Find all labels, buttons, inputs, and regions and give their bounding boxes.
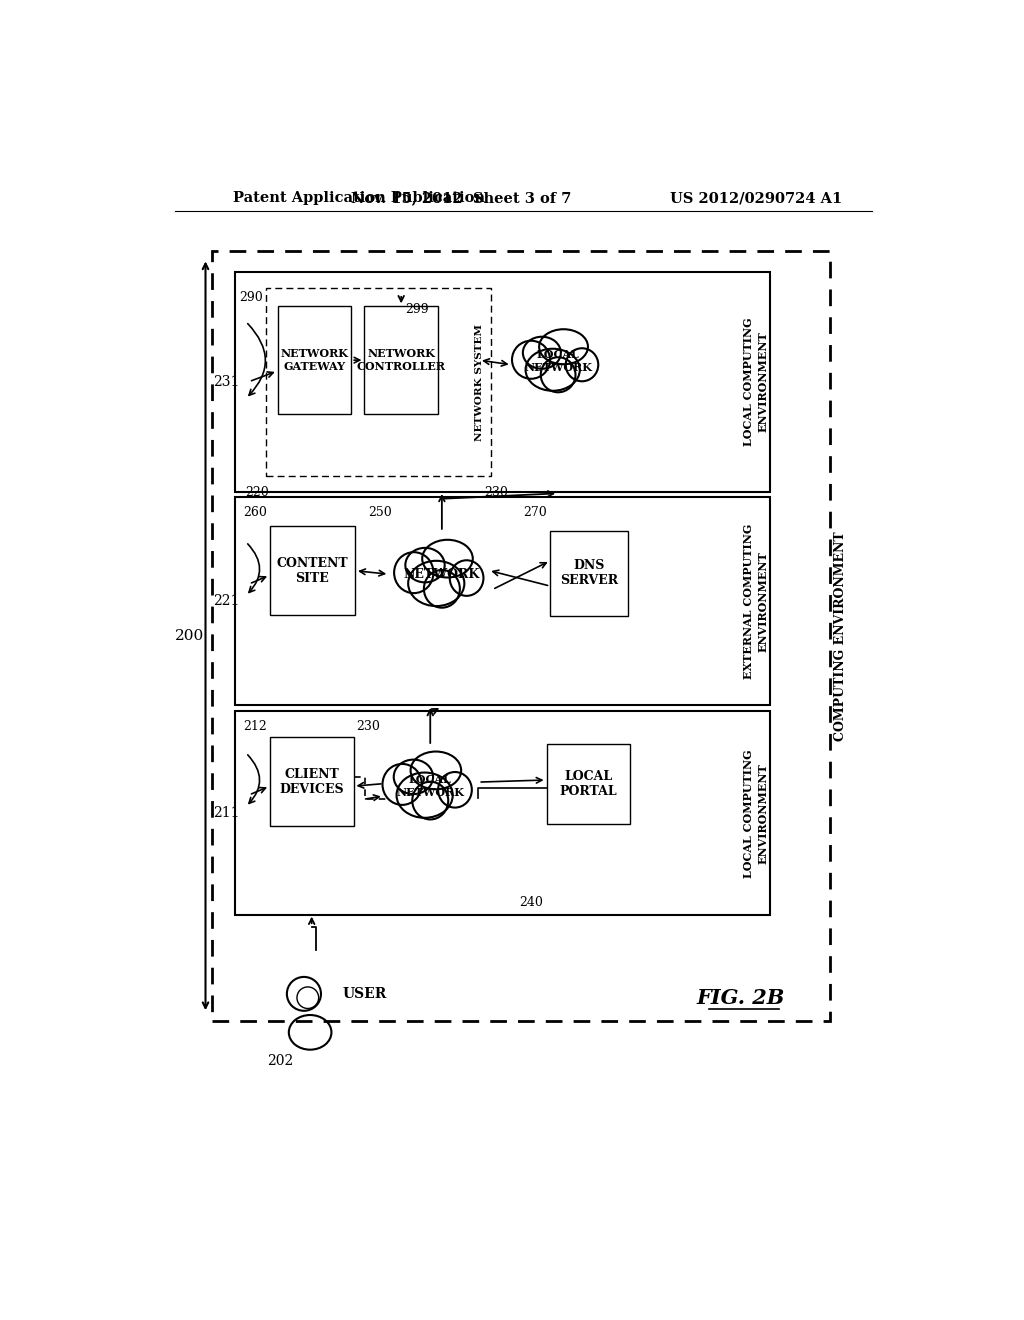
Text: LOCAL
NETWORK: LOCAL NETWORK xyxy=(524,348,592,372)
Text: 221: 221 xyxy=(213,594,240,609)
Text: NETWORK: NETWORK xyxy=(403,568,480,581)
Ellipse shape xyxy=(540,329,588,364)
Text: NETWORK SYSTEM: NETWORK SYSTEM xyxy=(475,323,484,441)
Ellipse shape xyxy=(406,548,444,582)
Text: 200: 200 xyxy=(175,628,205,643)
Text: 290: 290 xyxy=(239,290,263,304)
Ellipse shape xyxy=(422,540,473,578)
Text: LOCAL
NETWORK: LOCAL NETWORK xyxy=(396,774,464,797)
Text: NETWORK
GATEWAY: NETWORK GATEWAY xyxy=(281,348,348,372)
Text: DNS
SERVER: DNS SERVER xyxy=(560,560,618,587)
Ellipse shape xyxy=(438,772,472,808)
Text: US 2012/0290724 A1: US 2012/0290724 A1 xyxy=(670,191,842,206)
Text: LOCAL COMPUTING
ENVIRONMENT: LOCAL COMPUTING ENVIRONMENT xyxy=(743,318,768,446)
Text: EXTERNAL COMPUTING
ENVIRONMENT: EXTERNAL COMPUTING ENVIRONMENT xyxy=(743,524,768,678)
Text: Patent Application Publication: Patent Application Publication xyxy=(232,191,484,206)
Ellipse shape xyxy=(512,341,550,379)
Text: 230: 230 xyxy=(356,721,380,734)
Ellipse shape xyxy=(394,759,433,795)
Ellipse shape xyxy=(541,358,575,392)
Ellipse shape xyxy=(450,560,483,595)
Text: 212: 212 xyxy=(243,721,266,734)
Ellipse shape xyxy=(525,348,580,391)
Bar xyxy=(234,711,770,915)
Text: 230: 230 xyxy=(484,486,508,499)
Text: LOCAL COMPUTING
ENVIRONMENT: LOCAL COMPUTING ENVIRONMENT xyxy=(743,748,768,878)
Ellipse shape xyxy=(394,552,433,593)
Ellipse shape xyxy=(523,337,561,368)
Text: 231: 231 xyxy=(213,375,240,389)
Text: COMPUTING ENVIRONMENT: COMPUTING ENVIRONMENT xyxy=(835,531,848,741)
Text: FIG. 2B: FIG. 2B xyxy=(696,987,784,1007)
Text: 250: 250 xyxy=(368,507,391,520)
Text: 220: 220 xyxy=(246,486,269,499)
Bar xyxy=(270,738,353,826)
Bar xyxy=(547,743,630,825)
Text: LOCAL
PORTAL: LOCAL PORTAL xyxy=(559,770,617,799)
Bar xyxy=(270,527,355,615)
Bar xyxy=(212,251,830,1020)
Ellipse shape xyxy=(411,751,461,789)
Text: 240: 240 xyxy=(519,896,544,909)
Text: 270: 270 xyxy=(523,507,547,520)
Bar xyxy=(234,498,770,705)
Text: 260: 260 xyxy=(243,507,266,520)
Text: 211: 211 xyxy=(213,807,240,820)
Text: USER: USER xyxy=(343,987,387,1001)
Text: CLIENT
DEVICES: CLIENT DEVICES xyxy=(280,768,344,796)
Text: 299: 299 xyxy=(406,304,429,317)
Text: NETWORK
CONTROLLER: NETWORK CONTROLLER xyxy=(356,348,445,372)
Text: 202: 202 xyxy=(267,1053,294,1068)
Text: Nov. 15, 2012  Sheet 3 of 7: Nov. 15, 2012 Sheet 3 of 7 xyxy=(351,191,571,206)
Bar xyxy=(550,531,628,615)
Ellipse shape xyxy=(383,764,422,805)
Ellipse shape xyxy=(396,772,453,818)
Ellipse shape xyxy=(565,348,598,381)
Ellipse shape xyxy=(413,781,449,820)
Ellipse shape xyxy=(424,570,460,607)
Ellipse shape xyxy=(409,561,464,606)
Bar xyxy=(365,306,438,414)
Bar xyxy=(266,288,490,477)
Bar xyxy=(234,272,770,492)
Text: CONTENT
SITE: CONTENT SITE xyxy=(276,557,348,585)
Bar xyxy=(278,306,351,414)
